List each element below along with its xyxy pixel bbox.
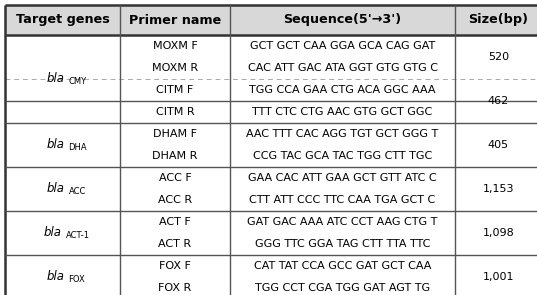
Text: Sequence(5'→3'): Sequence(5'→3'): [284, 14, 402, 27]
Text: CITM F: CITM F: [156, 85, 194, 95]
Text: TGG CCT CGA TGG GAT AGT TG: TGG CCT CGA TGG GAT AGT TG: [255, 283, 430, 293]
Text: GAA CAC ATT GAA GCT GTT ATC C: GAA CAC ATT GAA GCT GTT ATC C: [248, 173, 437, 183]
Text: bla: bla: [47, 138, 64, 152]
Text: 1,153: 1,153: [483, 184, 514, 194]
Text: bla: bla: [47, 271, 64, 283]
Text: DHAM F: DHAM F: [153, 129, 197, 139]
Text: bla: bla: [43, 227, 62, 240]
Text: Target genes: Target genes: [16, 14, 110, 27]
Text: CAT TAT CCA GCC GAT GCT CAA: CAT TAT CCA GCC GAT GCT CAA: [254, 261, 431, 271]
Text: GCT GCT CAA GGA GCA CAG GAT: GCT GCT CAA GGA GCA CAG GAT: [250, 41, 435, 51]
Text: ACC: ACC: [69, 188, 86, 196]
Text: ACT F: ACT F: [159, 217, 191, 227]
Text: GGG TTC GGA TAG CTT TTA TTC: GGG TTC GGA TAG CTT TTA TTC: [255, 239, 430, 249]
Text: CITM R: CITM R: [156, 107, 194, 117]
Text: MOXM R: MOXM R: [152, 63, 198, 73]
Bar: [5, 5, 537, 35]
Text: GAT GAC AAA ATC CCT AAG CTG T: GAT GAC AAA ATC CCT AAG CTG T: [248, 217, 438, 227]
Text: 462: 462: [488, 96, 509, 106]
Text: 405: 405: [488, 140, 509, 150]
Text: TTT CTC CTG AAC GTG GCT GGC: TTT CTC CTG AAC GTG GCT GGC: [252, 107, 433, 117]
Text: ACT-1: ACT-1: [66, 232, 90, 240]
Text: CCG TAC GCA TAC TGG CTT TGC: CCG TAC GCA TAC TGG CTT TGC: [253, 151, 432, 161]
Text: DHAM R: DHAM R: [153, 151, 198, 161]
Text: FOX R: FOX R: [158, 283, 192, 293]
Text: ACT R: ACT R: [158, 239, 192, 249]
Text: bla: bla: [47, 73, 64, 86]
Text: FOX: FOX: [69, 276, 85, 284]
Text: Primer name: Primer name: [129, 14, 221, 27]
Text: 1,098: 1,098: [483, 228, 514, 238]
Text: ACC R: ACC R: [158, 195, 192, 205]
Text: 1,001: 1,001: [483, 272, 514, 282]
Text: bla: bla: [47, 183, 64, 196]
Text: CTT ATT CCC TTC CAA TGA GCT C: CTT ATT CCC TTC CAA TGA GCT C: [249, 195, 436, 205]
Text: CMY: CMY: [69, 78, 86, 86]
Text: DHA: DHA: [69, 143, 87, 153]
Text: CAC ATT GAC ATA GGT GTG GTG C: CAC ATT GAC ATA GGT GTG GTG C: [248, 63, 438, 73]
Text: TGG CCA GAA CTG ACA GGC AAA: TGG CCA GAA CTG ACA GGC AAA: [249, 85, 436, 95]
Text: MOXM F: MOXM F: [153, 41, 198, 51]
Text: ACC F: ACC F: [158, 173, 191, 183]
Text: 520: 520: [488, 52, 509, 62]
Text: Size(bp): Size(bp): [468, 14, 528, 27]
Text: AAC TTT CAC AGG TGT GCT GGG T: AAC TTT CAC AGG TGT GCT GGG T: [246, 129, 439, 139]
Text: FOX F: FOX F: [159, 261, 191, 271]
